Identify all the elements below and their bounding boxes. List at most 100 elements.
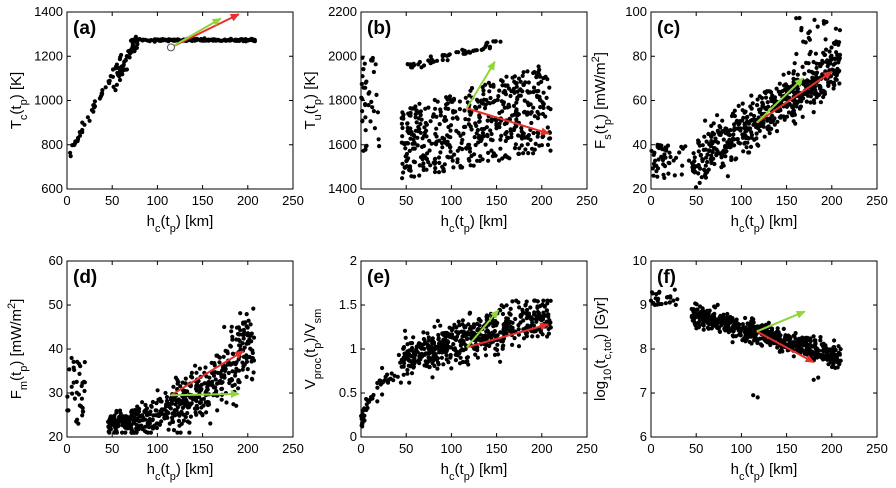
data-point (514, 107, 519, 112)
data-point (548, 325, 553, 330)
data-point (514, 84, 519, 89)
data-point (498, 308, 503, 313)
data-point (511, 103, 517, 108)
data-point (751, 393, 756, 398)
data-point (781, 72, 786, 77)
data-point (836, 344, 841, 349)
data-point (729, 317, 734, 322)
data-point (508, 306, 513, 311)
data-point (233, 373, 238, 378)
data-point (363, 144, 368, 149)
data-point (471, 163, 476, 168)
data-point (231, 402, 236, 407)
data-point (530, 320, 535, 325)
data-point (154, 401, 159, 406)
data-point (369, 395, 374, 400)
data-point (508, 93, 513, 99)
data-point (696, 171, 701, 176)
data-point (185, 411, 190, 416)
y-tick-label: 0 (350, 429, 357, 444)
x-tick-label: 250 (576, 441, 598, 456)
data-point (526, 80, 531, 85)
y-axis-label: Fm(tp) [mW/m2] (6, 299, 30, 400)
data-point (180, 405, 185, 410)
data-point (238, 311, 243, 316)
data-point (815, 346, 820, 351)
data-point (150, 418, 155, 423)
panel-c: 0 50 100 150 200 250 20 40 60 80 100 (c) hc(tp) [km]… (590, 4, 888, 235)
data-point (786, 70, 791, 75)
data-point (442, 136, 447, 141)
data-point (227, 380, 232, 386)
data-point (453, 358, 458, 363)
data-point (402, 165, 407, 170)
data-point (545, 298, 550, 303)
data-point (460, 347, 465, 352)
data-point (536, 64, 541, 69)
data-point (189, 401, 194, 406)
data-point (466, 322, 471, 327)
data-point (220, 380, 225, 385)
data-point (487, 331, 492, 336)
data-point (245, 331, 250, 336)
data-point (362, 413, 367, 418)
data-point (69, 384, 74, 389)
data-point (769, 333, 774, 338)
data-point (500, 339, 505, 344)
data-point (462, 108, 467, 113)
data-point (442, 118, 447, 123)
data-point (835, 365, 840, 370)
data-point (668, 154, 673, 160)
data-point (463, 325, 468, 330)
data-point (447, 94, 453, 99)
data-point (479, 137, 484, 142)
data-point (543, 114, 548, 119)
data-point (777, 81, 782, 86)
data-point (826, 362, 831, 367)
data-point (541, 310, 546, 315)
data-point (693, 185, 699, 190)
data-point (80, 409, 85, 414)
data-point (800, 64, 805, 69)
data-point (224, 400, 229, 405)
data-point (229, 329, 234, 334)
data-point (533, 141, 538, 146)
data-point (744, 145, 749, 150)
data-point (665, 295, 670, 300)
data-point (434, 126, 439, 131)
data-point (241, 336, 246, 341)
data-point (818, 338, 823, 343)
data-point (513, 142, 519, 147)
data-point (828, 79, 833, 84)
data-point (134, 426, 139, 431)
data-point (821, 349, 826, 354)
x-axis-label: hc(tp) [km] (441, 213, 508, 235)
data-point (760, 102, 766, 107)
data-point (155, 388, 160, 393)
data-point (730, 333, 735, 338)
data-point (432, 161, 437, 166)
data-point (249, 359, 254, 364)
data-point (197, 366, 202, 371)
data-point (417, 361, 422, 366)
data-point (208, 421, 213, 426)
data-point (517, 305, 522, 310)
data-point (433, 166, 438, 171)
data-point (215, 381, 220, 386)
data-point (782, 117, 787, 122)
data-point (825, 58, 830, 63)
data-point (359, 95, 364, 100)
data-point (744, 115, 749, 120)
data-point (479, 127, 484, 132)
data-point (520, 89, 525, 94)
data-point (412, 146, 417, 151)
data-point (719, 165, 724, 170)
data-point (395, 374, 400, 379)
data-point (662, 147, 667, 152)
y-tick-label: 1000 (34, 93, 63, 108)
data-point (149, 404, 154, 409)
data-point (111, 84, 116, 89)
data-point (424, 134, 429, 139)
data-point (468, 163, 473, 168)
data-point (236, 379, 241, 384)
